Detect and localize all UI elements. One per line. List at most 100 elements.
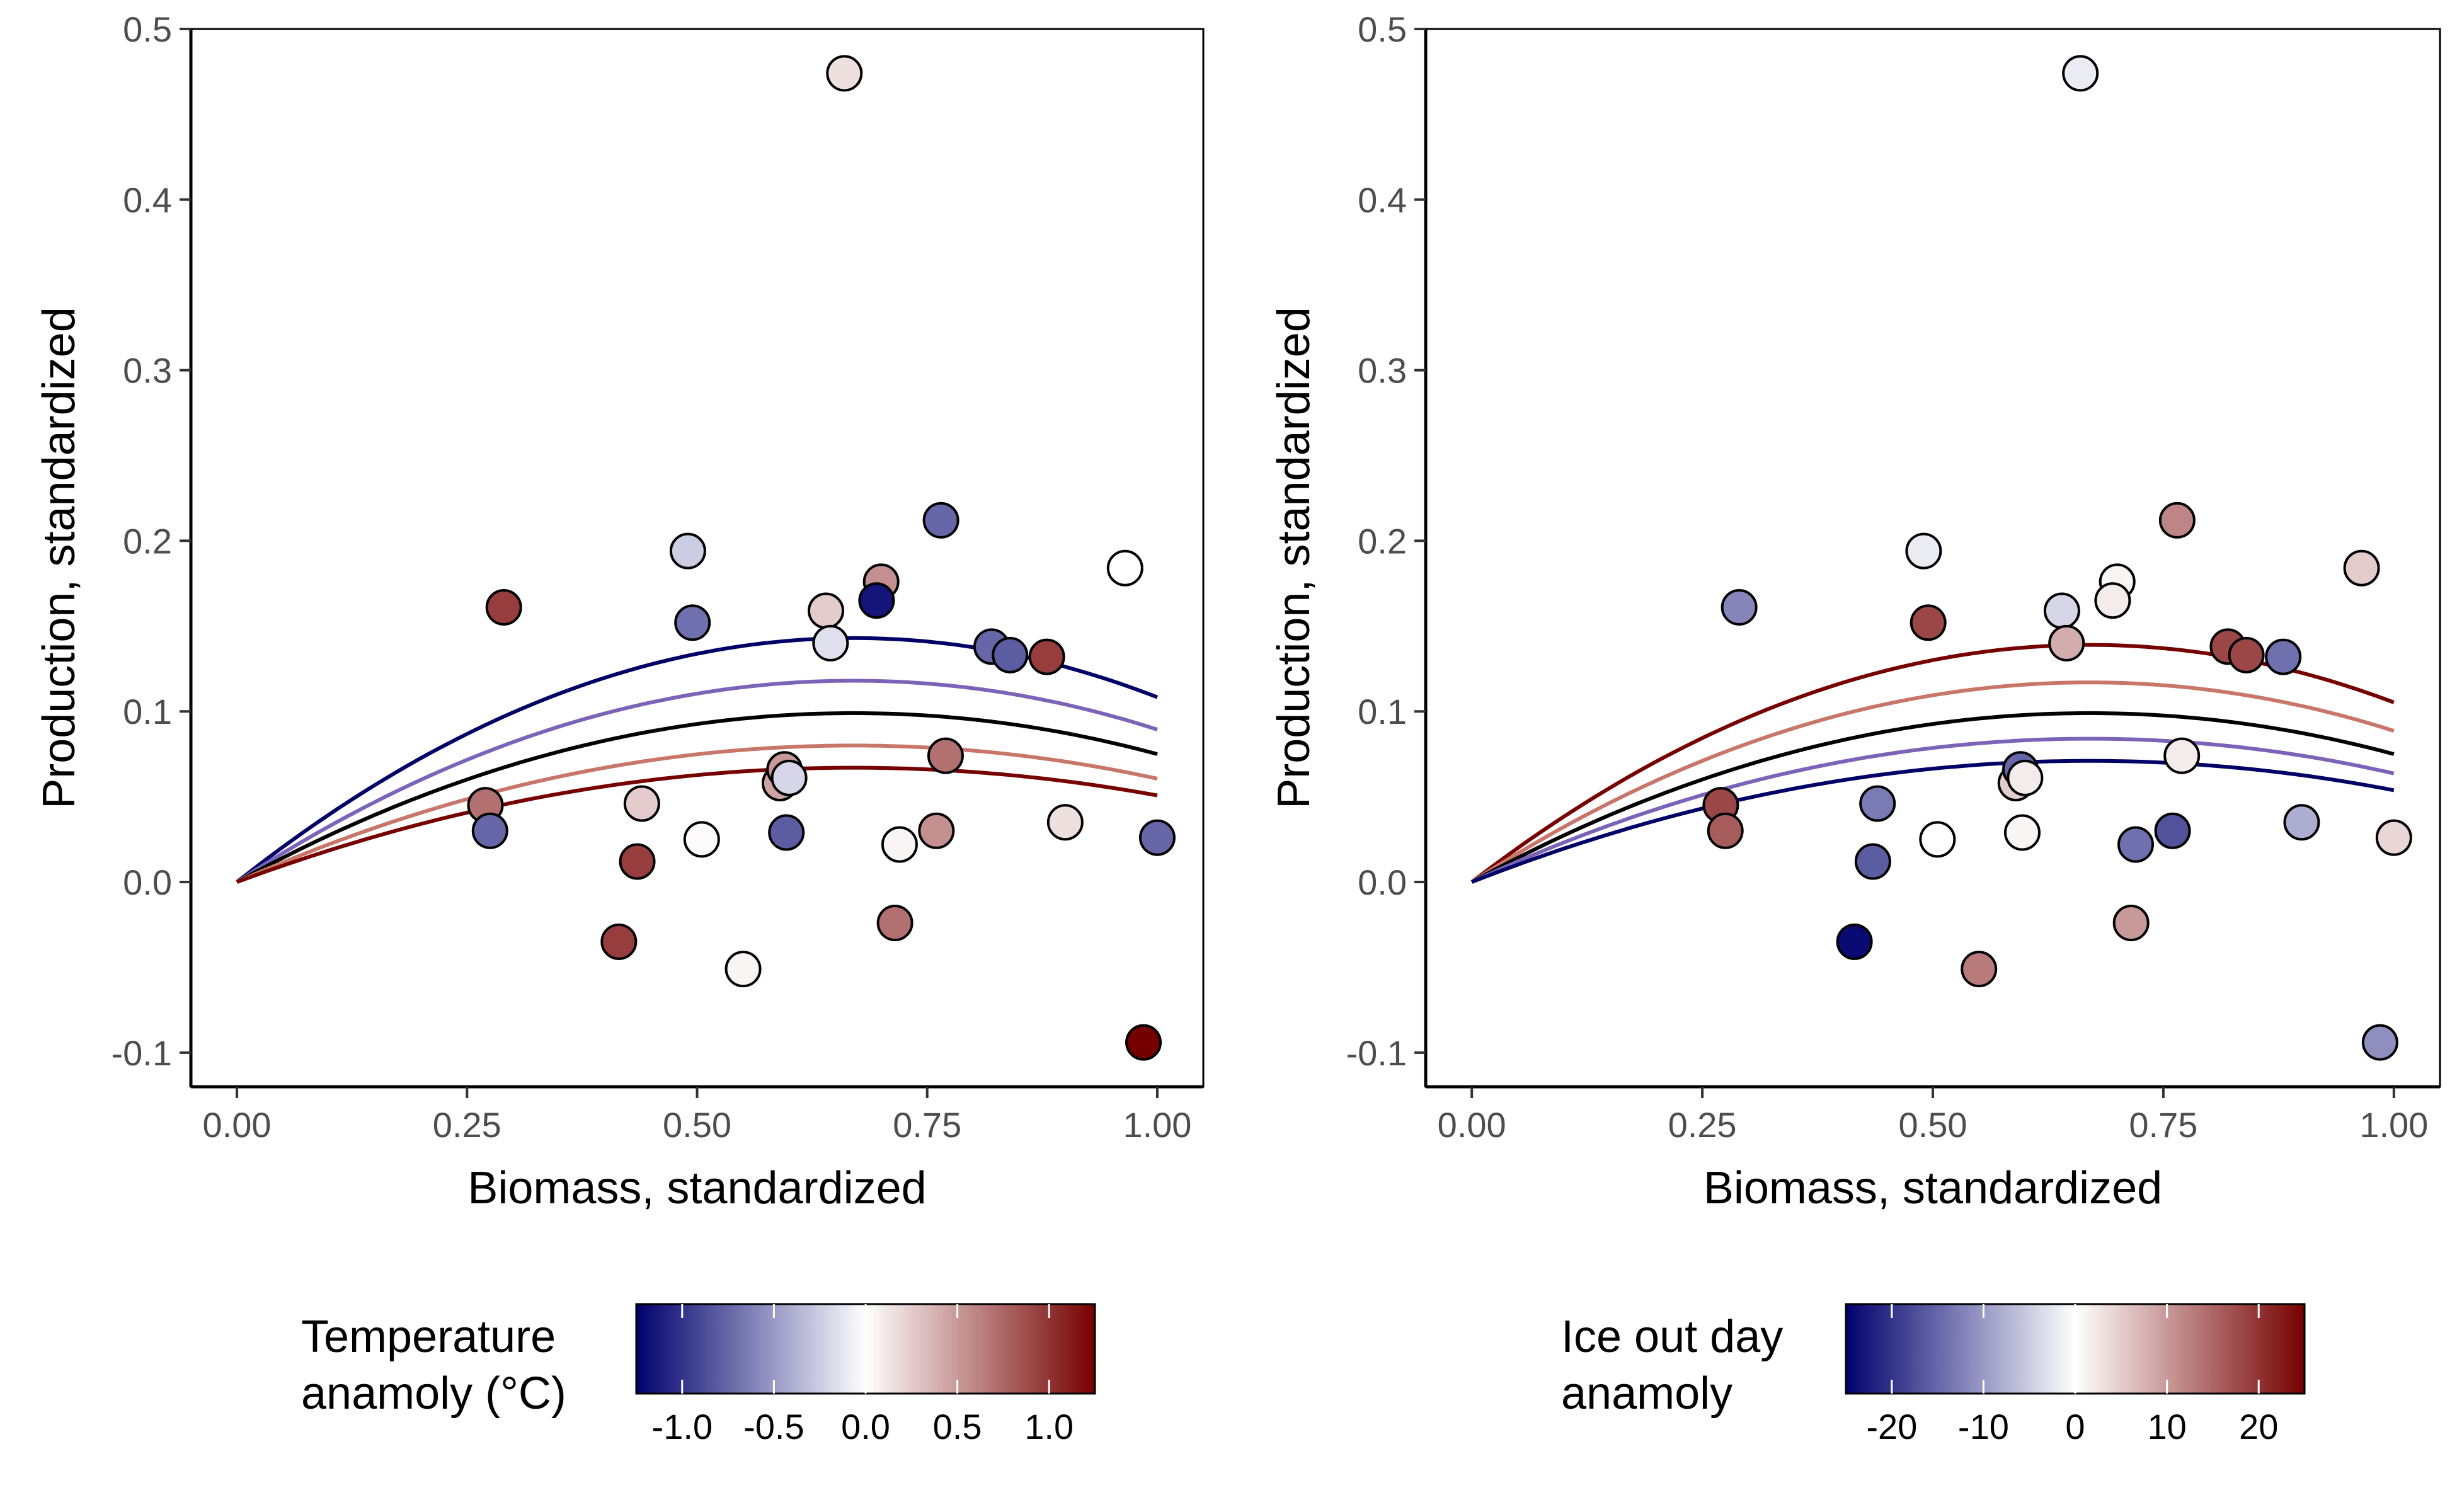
fit-curves (1470, 643, 2395, 884)
y-tick-label: 0.5 (123, 9, 172, 49)
data-point (623, 785, 660, 822)
fit-curve-3 (236, 711, 1158, 884)
data-point (1721, 589, 1758, 626)
data-point (1859, 785, 1896, 822)
x-tick-label: 1.00 (2359, 1105, 2428, 1145)
y-tick-label: 0.1 (1358, 692, 1407, 731)
data-point (812, 624, 849, 662)
y-tick-label: 0.4 (1358, 180, 1407, 220)
fit-curve-5 (236, 765, 1158, 884)
y-axis-title: Production, standardized (34, 307, 84, 809)
y-tick-label: 0.1 (123, 692, 172, 731)
data-point (1919, 821, 1956, 858)
data-point (2163, 737, 2201, 774)
data-point (674, 604, 711, 641)
fit-curve-2 (236, 679, 1158, 884)
y-axis-title: Production, standardized (1269, 307, 1319, 809)
colorbar-tick-label: -1.0 (652, 1407, 713, 1446)
data-point (1138, 819, 1176, 856)
fit-curve-4 (236, 743, 1158, 884)
data-point (1028, 638, 1065, 675)
colorbar-tick-label: 10 (2147, 1407, 2186, 1446)
data-point (1961, 951, 1998, 988)
data-point (2003, 814, 2041, 851)
data-point (1106, 549, 1143, 587)
colorbar-tick-label: -0.5 (743, 1407, 805, 1446)
x-axis-title: Biomass, standardized (467, 1163, 926, 1213)
fit-curve-5 (1471, 759, 2395, 884)
x-tick-label: 0.25 (1668, 1105, 1737, 1145)
y-tick-label: 0.3 (123, 351, 172, 391)
data-point (2228, 636, 2265, 673)
data-point (2062, 55, 2099, 92)
colorbar (1845, 1303, 2306, 1395)
data-point (808, 592, 845, 629)
x-tick-label: 0.50 (663, 1105, 731, 1145)
data-points (1702, 55, 2412, 1061)
data-point (2048, 624, 2085, 662)
y-tick-label: 0.4 (123, 180, 172, 220)
colorbar (635, 1303, 1096, 1395)
colorbar-tick-label: -10 (1958, 1407, 2009, 1446)
y-tick-label: -0.1 (1346, 1033, 1407, 1073)
data-point (858, 582, 895, 619)
legend-title-line: Temperature (301, 1312, 556, 1362)
data-point (770, 759, 808, 796)
data-point (2343, 549, 2380, 587)
y-tick-label: -0.1 (112, 1033, 173, 1073)
data-point (2117, 826, 2154, 863)
data-points (467, 55, 1176, 1061)
data-point (2361, 1024, 2398, 1061)
data-point (2043, 592, 2080, 629)
x-tick-label: 1.00 (1123, 1105, 1191, 1145)
colorbar-tick-label: 0.0 (841, 1407, 890, 1446)
fit-curve-4 (1470, 736, 2395, 884)
data-point (669, 532, 706, 570)
fit-curve-3 (1470, 711, 2395, 884)
x-tick-label: 0.00 (203, 1105, 272, 1145)
data-point (1854, 843, 1891, 880)
panel-1: -0.1 0.0 0.1 0.2 0.3 0.4 0.5 0.00 0.25 0.50 0.75 1.… (34, 9, 1205, 1446)
data-point (724, 951, 762, 988)
data-point (485, 589, 522, 626)
data-point (2154, 812, 2191, 849)
x-tick-label: 0.75 (893, 1105, 961, 1145)
data-point (1836, 923, 1873, 960)
data-point (1125, 1024, 1162, 1061)
data-point (992, 636, 1029, 673)
data-point (826, 55, 863, 92)
colorbar-legend: -1.0 -0.5 0.0 0.5 1.0 Temperature anamoly (°C) (301, 1303, 1096, 1446)
data-point (471, 812, 508, 849)
data-point (918, 812, 955, 849)
data-point (2158, 501, 2196, 539)
data-point (2094, 582, 2131, 619)
legend-title-line: Ice out day (1561, 1312, 1783, 1362)
x-tick-label: 0.25 (433, 1105, 501, 1145)
data-point (600, 923, 638, 960)
fit-curve-2 (1470, 680, 2395, 884)
y-tick-label: 0.5 (1358, 9, 1407, 49)
colorbar-legend: -20 -10 0 10 20 Ice out day anamoly (1561, 1303, 2306, 1446)
legend-title-line: anamoly (°C) (301, 1368, 566, 1419)
data-point (683, 821, 720, 858)
data-point (922, 501, 959, 539)
y-tick-label: 0.0 (1358, 862, 1407, 902)
data-point (881, 826, 918, 863)
colorbar-tick-label: 0.5 (933, 1407, 982, 1446)
y-tick-label: 0.0 (123, 862, 172, 902)
x-axis-title: Biomass, standardized (1704, 1163, 2162, 1213)
colorbar-tick-label: -20 (1866, 1407, 1917, 1446)
y-tick-label: 0.3 (1358, 351, 1407, 391)
data-point (1905, 532, 1942, 570)
data-point (876, 905, 914, 942)
data-point (2265, 638, 2302, 675)
x-tick-label: 0.00 (1438, 1105, 1506, 1145)
data-point (1707, 812, 1744, 849)
data-point (2375, 819, 2412, 856)
y-tick-label: 0.2 (1358, 521, 1407, 561)
colorbar-tick-label: 1.0 (1024, 1407, 1074, 1446)
data-point (1910, 604, 1947, 641)
data-point (768, 814, 805, 851)
x-tick-label: 0.50 (1899, 1105, 1967, 1145)
